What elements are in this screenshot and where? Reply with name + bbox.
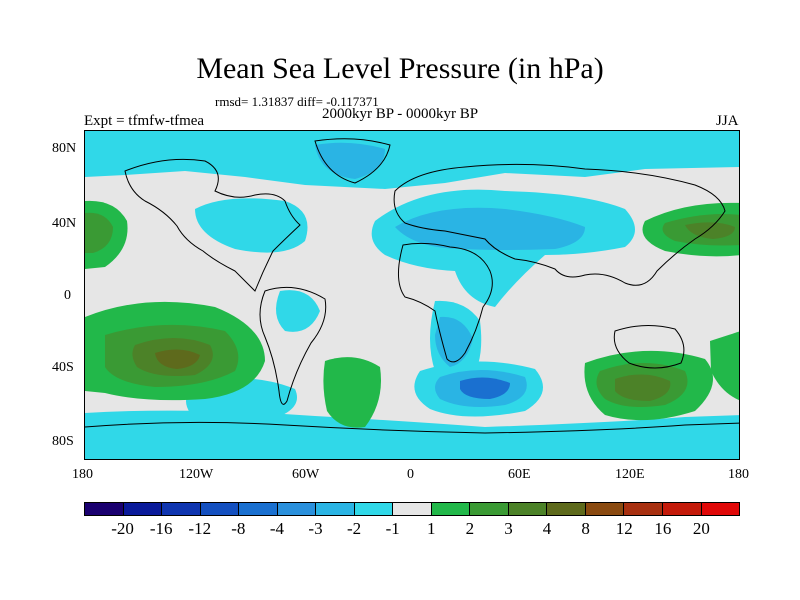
lon-label-60e: 60E xyxy=(508,467,531,482)
south-america-low xyxy=(276,290,320,332)
figure-title: Mean Sea Level Pressure (in hPa) xyxy=(196,52,604,85)
map-panel xyxy=(84,130,740,460)
colorbar-swatch xyxy=(315,503,354,515)
colorbar-label: 20 xyxy=(692,519,710,538)
lat-label-80s: 80S xyxy=(52,434,74,449)
colorbar-label: -8 xyxy=(231,519,246,538)
arctic-low-band xyxy=(85,131,739,189)
lat-label-80n: 80N xyxy=(52,141,77,156)
pressure-anomaly-map xyxy=(85,131,739,459)
north-pacific-center xyxy=(685,222,735,239)
colorbar-swatch xyxy=(122,503,162,515)
colorbar-swatch xyxy=(584,503,624,515)
lon-label-120w: 120W xyxy=(179,467,214,482)
south-pacific-peak xyxy=(155,349,200,369)
colorbar-label: 1 xyxy=(427,519,436,538)
colorbar-swatch xyxy=(353,503,393,515)
season-label: JJA xyxy=(716,113,739,129)
lon-label-60w: 60W xyxy=(292,467,320,482)
colorbar-label: 3 xyxy=(504,519,513,538)
colorbar-label: 8 xyxy=(581,519,590,538)
southern-indian-center xyxy=(460,377,510,399)
north-pacific-west-core xyxy=(85,212,113,253)
colorbar-swatch xyxy=(546,503,585,515)
lon-label-0: 0 xyxy=(407,467,414,482)
period-label: 2000kyr BP - 0000kyr BP xyxy=(322,106,479,122)
colorbar-label: -1 xyxy=(385,519,400,538)
eurasia-core-low xyxy=(395,207,585,250)
colorbar xyxy=(84,502,740,516)
colorbar-swatch xyxy=(276,503,316,515)
lon-label-180w: 180 xyxy=(72,467,93,482)
north-america-coast xyxy=(124,158,301,292)
australia-center xyxy=(615,374,671,401)
africa-coast xyxy=(398,242,493,363)
north-atlantic-low xyxy=(195,198,308,253)
colorbar-swatch xyxy=(700,503,740,515)
colorbar-swatch xyxy=(199,503,239,515)
lat-label-40n: 40N xyxy=(52,216,77,231)
colorbar-swatch xyxy=(161,503,200,515)
colorbar-label: -12 xyxy=(188,519,212,538)
colorbar-label: 12 xyxy=(615,519,633,538)
colorbar-swatch xyxy=(85,503,123,515)
south-atlantic-high xyxy=(323,357,381,428)
new-zealand-high xyxy=(710,331,739,401)
experiment-label: Expt = tfmfw-tfmea xyxy=(84,113,205,129)
australia-coast xyxy=(613,325,685,369)
colorbar-swatch xyxy=(623,503,662,515)
antarctica-coast xyxy=(85,421,739,434)
colorbar-label: -3 xyxy=(308,519,323,538)
coastlines xyxy=(85,138,739,434)
colorbar-swatch xyxy=(238,503,277,515)
stats-text: rmsd= 1.31837 diff= -0.117371 xyxy=(215,94,379,109)
colorbar-swatch xyxy=(392,503,431,515)
greenland-coast xyxy=(314,138,391,184)
lon-label-120e: 120E xyxy=(615,467,645,482)
colorbar-label: 4 xyxy=(542,519,552,538)
colorbar-label: -16 xyxy=(149,519,173,538)
colorbar-label: -20 xyxy=(111,519,134,538)
colorbar-swatch xyxy=(430,503,470,515)
antarctic-low-band xyxy=(85,410,739,459)
colorbar-label: 16 xyxy=(654,519,672,538)
colorbar-label: -2 xyxy=(347,519,362,538)
greenland-low xyxy=(315,142,385,179)
eurasia-coast xyxy=(393,163,726,286)
strong-negative-regions xyxy=(460,377,510,399)
colorbar-label: 2 xyxy=(465,519,475,538)
colorbar-swatch xyxy=(661,503,701,515)
lat-label-equator: 0 xyxy=(64,288,71,303)
very-strong-positive-regions xyxy=(155,349,200,369)
lat-label-40s: 40S xyxy=(52,360,74,375)
colorbar-swatch xyxy=(507,503,547,515)
colorbar-swatch xyxy=(469,503,508,515)
lon-label-180e: 180 xyxy=(728,467,749,482)
colorbar-label: -4 xyxy=(269,519,285,538)
south-america-coast xyxy=(259,286,327,405)
